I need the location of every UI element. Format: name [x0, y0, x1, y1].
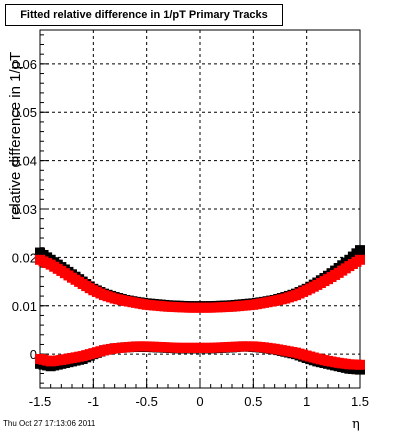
x-tick-labels: -1.5 -1 -0.5 0 0.5 1 1.5 [29, 394, 369, 409]
data-point [355, 254, 365, 265]
y-tick-label: 0.03 [12, 202, 37, 217]
x-tick-label: -1.5 [29, 394, 51, 409]
y-tick-labels: 0 0.01 0.02 0.03 0.04 0.05 0.06 [12, 57, 37, 362]
y-tick-label: 0.06 [12, 57, 37, 72]
grid-lines [40, 30, 360, 388]
y-tick-label: 0.05 [12, 105, 37, 120]
timestamp: Thu Oct 27 17:13:06 2011 [3, 419, 96, 428]
x-tick-label: -0.5 [135, 394, 157, 409]
chart-title: Fitted relative difference in 1/pT Prima… [5, 4, 283, 26]
y-tick-label: 0.01 [12, 299, 37, 314]
series-1 [35, 254, 365, 313]
data-point [355, 245, 365, 256]
x-tick-label: -1 [88, 394, 100, 409]
x-tick-label: 0 [196, 394, 203, 409]
y-tick-label: 0.04 [12, 154, 37, 169]
data-point [355, 359, 365, 370]
x-tick-label: 1 [303, 394, 310, 409]
series-3 [35, 341, 365, 370]
y-axis-label: relative difference in 1/pT [7, 52, 24, 220]
x-tick-label: 0.5 [244, 394, 262, 409]
x-tick-label: 1.5 [351, 394, 369, 409]
y-tick-label: 0 [30, 347, 37, 362]
data-points [35, 245, 365, 375]
x-axis-label: η [352, 417, 360, 432]
y-tick-label: 0.02 [12, 250, 37, 265]
